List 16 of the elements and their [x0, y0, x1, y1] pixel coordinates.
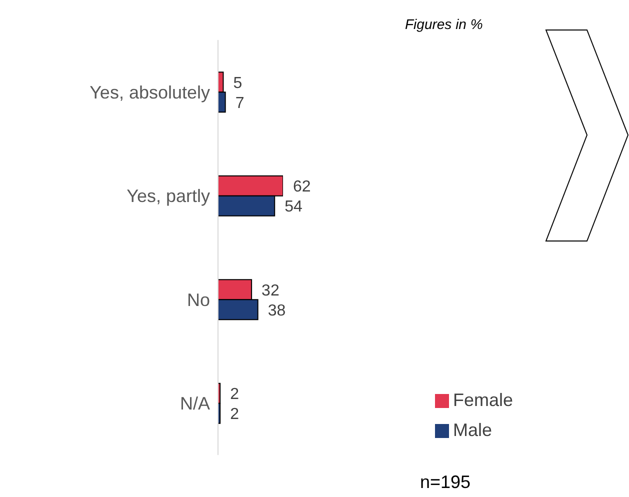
data-label: 2 — [230, 386, 240, 404]
data-label: 62 — [293, 178, 311, 196]
y-tick-label: No — [186, 290, 210, 310]
y-tick-label: N/A — [180, 394, 210, 414]
data-label: 2 — [230, 406, 240, 424]
data-label: 5 — [233, 74, 242, 92]
legend-label: Male — [453, 420, 492, 440]
text: Figures in % — [405, 16, 483, 32]
data-label: 7 — [235, 94, 244, 112]
y-tick-label: Yes, absolutely — [90, 82, 210, 102]
legend-label: Female — [453, 390, 514, 410]
y-tick-label: Yes, partly — [126, 186, 210, 206]
data-label: 38 — [268, 302, 286, 320]
data-label: 32 — [262, 282, 280, 300]
text: n=195 — [420, 472, 471, 493]
data-label: 54 — [284, 198, 303, 216]
